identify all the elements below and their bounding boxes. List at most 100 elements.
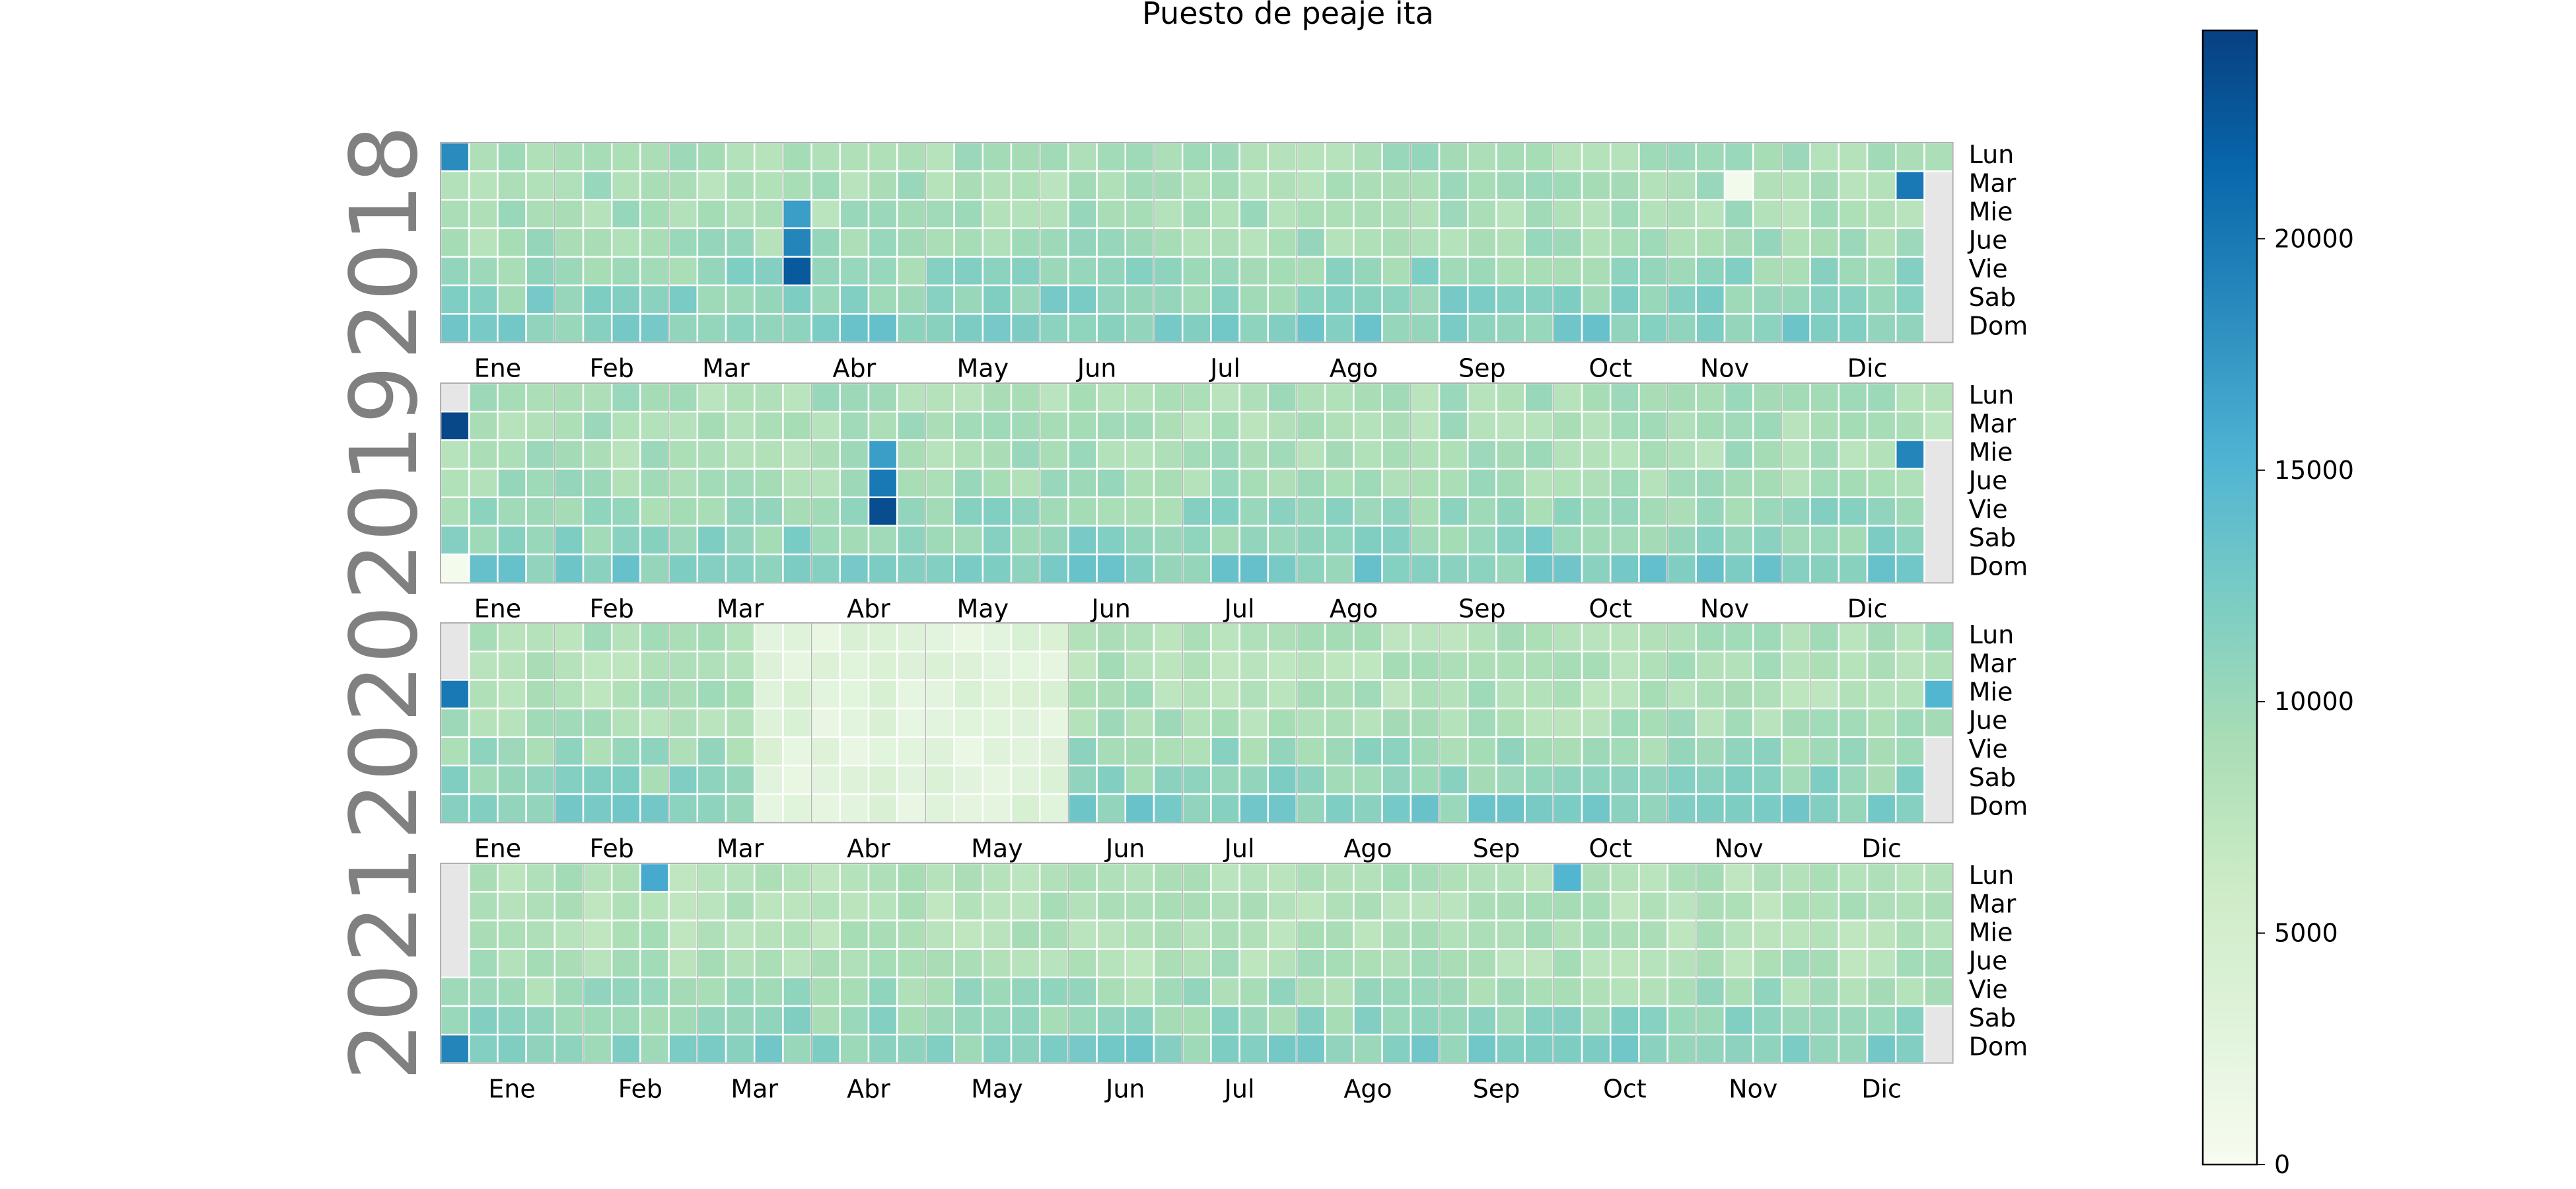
- day-cell: [1866, 553, 1897, 584]
- day-cell: [1096, 679, 1127, 709]
- day-cell: [867, 524, 898, 556]
- day-cell: [525, 948, 556, 979]
- day-cell: [1381, 890, 1412, 921]
- day-cell: [1410, 793, 1441, 824]
- day-cell: [525, 650, 556, 681]
- day-cell: [1438, 256, 1469, 287]
- day-cell: [1124, 553, 1155, 584]
- day-cell: [468, 524, 499, 556]
- year-label: 2021: [331, 846, 439, 1081]
- day-cell: [1038, 707, 1069, 739]
- day-cell: [582, 410, 613, 441]
- day-cell: [610, 382, 641, 413]
- day-cell: [1038, 736, 1069, 767]
- day-cell: [1809, 793, 1840, 824]
- day-cell: [1153, 1005, 1184, 1036]
- day-cell: [554, 170, 585, 201]
- day-cell: [497, 141, 527, 172]
- day-cell: [497, 1005, 527, 1036]
- day-cell: [1353, 948, 1383, 979]
- day-cell: [1381, 976, 1412, 1007]
- day-cell: [1695, 553, 1726, 584]
- weekday-label: Jue: [1968, 466, 2008, 495]
- day-cell: [1410, 919, 1441, 950]
- day-cell: [1894, 468, 1925, 499]
- day-cell: [1124, 141, 1155, 172]
- day-cell: [1781, 793, 1811, 824]
- day-cell: [953, 227, 984, 258]
- day-cell: [582, 170, 613, 201]
- day-cell: [554, 284, 585, 315]
- day-cell: [1638, 524, 1668, 556]
- day-cell: [639, 382, 670, 413]
- day-cell: [1609, 496, 1640, 527]
- day-cell: [1067, 312, 1098, 343]
- day-cell: [1466, 622, 1497, 653]
- day-cell: [1466, 862, 1497, 893]
- month-label: Jun: [1091, 594, 1131, 623]
- day-cell: [839, 170, 870, 201]
- day-cell: [1438, 707, 1469, 739]
- day-cell: [525, 284, 556, 315]
- day-cell: [1752, 227, 1783, 258]
- day-cell: [639, 439, 670, 470]
- month-label: Ene: [474, 834, 521, 863]
- day-cell: [839, 707, 870, 739]
- day-cell: [1923, 410, 1954, 441]
- day-cell: [1838, 1033, 1869, 1064]
- day-cell: [1067, 679, 1098, 709]
- day-cell: [896, 948, 927, 979]
- day-cell: [1181, 312, 1212, 343]
- day-cell: [1038, 410, 1069, 441]
- day-cell: [1781, 496, 1811, 527]
- day-cell: [1096, 199, 1127, 229]
- day-cell: [1581, 256, 1612, 287]
- day-cell: [1295, 948, 1326, 979]
- day-cell: [610, 227, 641, 258]
- day-cell: [1267, 919, 1298, 950]
- day-cell: [1124, 1005, 1155, 1036]
- day-cell: [439, 793, 470, 824]
- day-cell: [953, 199, 984, 229]
- day-cell: [1894, 764, 1925, 795]
- day-cell: [782, 622, 812, 653]
- day-cell: [468, 496, 499, 527]
- day-cell: [982, 199, 1013, 229]
- day-cell: [1181, 890, 1212, 921]
- day-cell: [1410, 1033, 1441, 1064]
- day-cell: [1495, 227, 1526, 258]
- day-cell: [497, 439, 527, 470]
- day-cell: [696, 170, 727, 201]
- day-cell: [1524, 141, 1555, 172]
- day-cell: [1067, 1033, 1098, 1064]
- day-cell: [1210, 199, 1240, 229]
- day-cell: [1210, 736, 1240, 767]
- day-cell: [1067, 553, 1098, 584]
- day-cell: [1010, 736, 1041, 767]
- day-cell: [1923, 679, 1954, 709]
- day-cell: [1124, 468, 1155, 499]
- day-cell: [1838, 890, 1869, 921]
- day-cell: [1581, 679, 1612, 709]
- day-cell: [1752, 1005, 1783, 1036]
- day-cell: [1181, 736, 1212, 767]
- day-cell: [782, 227, 812, 258]
- day-cell: [1666, 524, 1698, 556]
- day-cell: [1781, 862, 1811, 893]
- month-label: Ene: [474, 353, 521, 382]
- day-cell: [1894, 650, 1925, 681]
- day-cell: [782, 976, 812, 1007]
- day-cell: [1353, 622, 1383, 653]
- day-cell: [1866, 793, 1897, 824]
- day-cell: [782, 284, 812, 315]
- day-cell: [1581, 707, 1612, 739]
- day-cell: [1866, 524, 1897, 556]
- day-cell: [1866, 1005, 1897, 1036]
- day-cell: [1124, 707, 1155, 739]
- day-cell: [982, 890, 1013, 921]
- day-cell: [1638, 919, 1668, 950]
- day-cell: [1723, 553, 1754, 584]
- day-cell: [1609, 524, 1640, 556]
- day-cell: [1495, 439, 1526, 470]
- day-cell: [953, 948, 984, 979]
